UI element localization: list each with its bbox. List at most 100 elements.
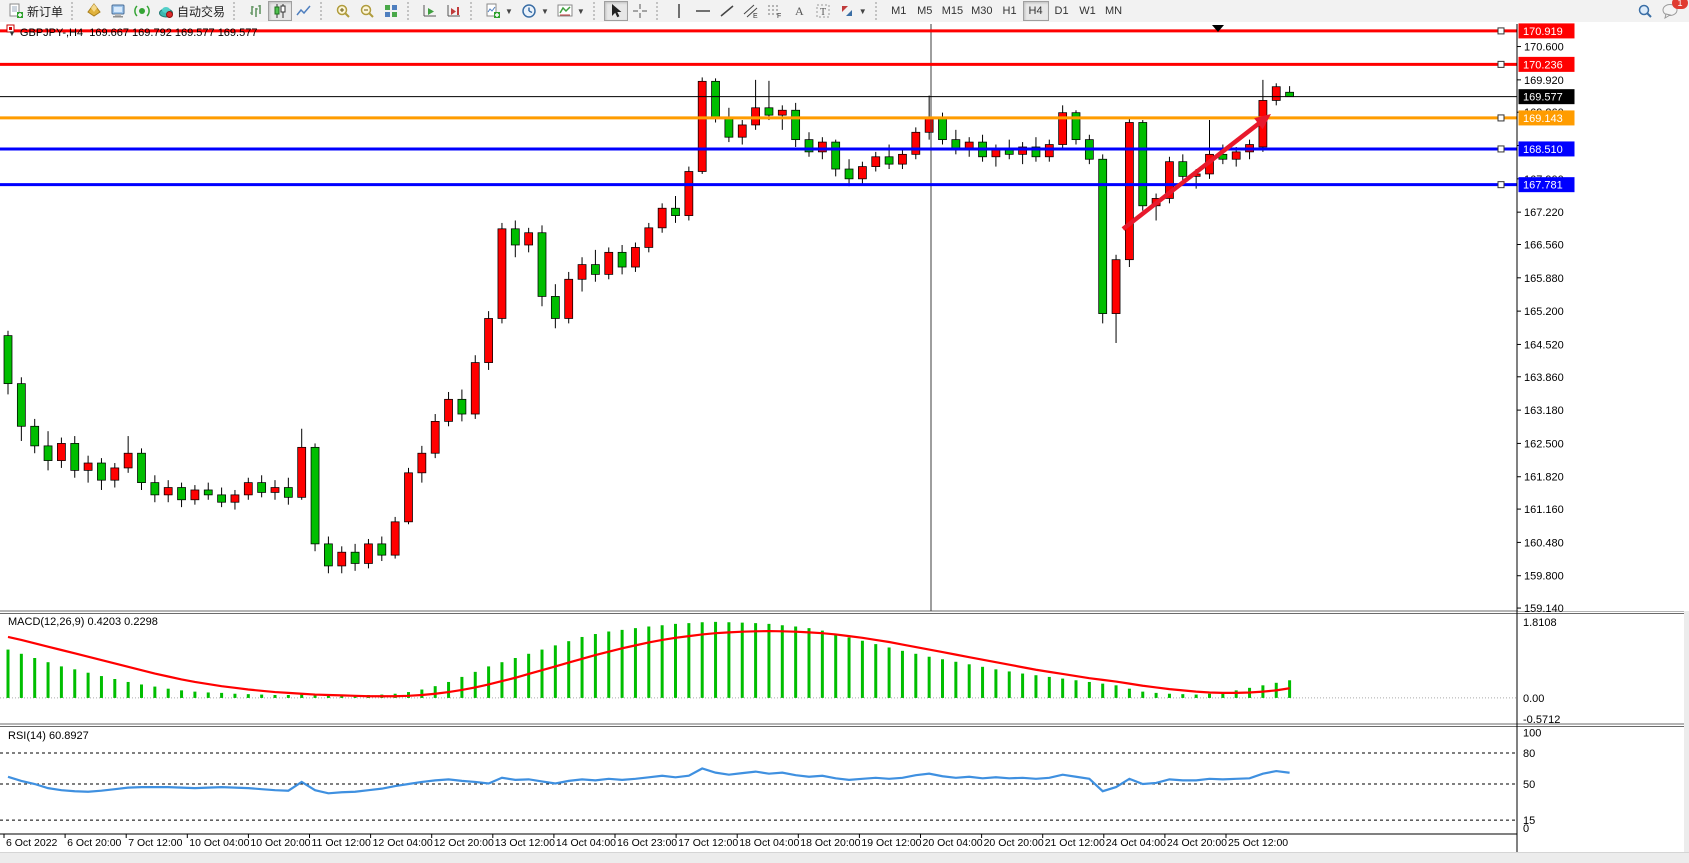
candle-body[interactable] <box>97 462 106 481</box>
candle-body[interactable] <box>390 521 400 556</box>
candle-body[interactable] <box>991 149 1001 158</box>
candle-body[interactable] <box>697 80 707 172</box>
candle-body[interactable] <box>938 117 947 141</box>
candle-body[interactable] <box>1125 122 1134 261</box>
arrows-dropdown-button[interactable]: ▼ <box>835 1 871 21</box>
hline-handle[interactable] <box>1497 181 1505 189</box>
panel-separator[interactable] <box>0 610 1684 614</box>
candle-body[interactable] <box>631 247 640 268</box>
candle-body[interactable] <box>217 494 226 503</box>
candle-body[interactable] <box>858 166 867 180</box>
candle-body[interactable] <box>1231 151 1241 160</box>
candle-body[interactable] <box>297 446 307 498</box>
auto-scroll-button[interactable] <box>418 1 442 21</box>
equidistant-channel-button[interactable]: E <box>739 1 763 21</box>
timeframe-button-m15[interactable]: M15 <box>938 1 967 21</box>
candle-body[interactable] <box>711 80 720 118</box>
timeframe-button-w1[interactable]: W1 <box>1075 1 1101 21</box>
candle-body[interactable] <box>203 489 213 496</box>
candle-body[interactable] <box>177 487 186 501</box>
candle-body[interactable] <box>444 398 453 422</box>
candle-body[interactable] <box>257 482 267 493</box>
candle-body[interactable] <box>591 264 600 275</box>
candle-body[interactable] <box>270 487 280 493</box>
candle-body[interactable] <box>57 443 66 461</box>
candle-body[interactable] <box>657 207 667 229</box>
candle-body[interactable] <box>791 109 801 141</box>
chart-menu-triangle-icon[interactable]: ▼ <box>8 29 16 38</box>
candle-body[interactable] <box>457 398 467 415</box>
panel-separator[interactable] <box>0 723 1684 727</box>
candle-body[interactable] <box>1285 91 1294 98</box>
candle-body[interactable] <box>310 446 320 545</box>
new-order-button[interactable]: 新订单 <box>4 1 67 21</box>
candle-body[interactable] <box>898 153 907 165</box>
new-chart-dropdown-button[interactable]: ▼ <box>481 1 517 21</box>
timeframe-button-mn[interactable]: MN <box>1101 1 1127 21</box>
text-button[interactable]: A <box>787 1 811 21</box>
candle-body[interactable] <box>404 472 413 523</box>
candle-body[interactable] <box>377 543 387 556</box>
price-axis[interactable]: 170.600169.920169.260168.580167.900167.2… <box>1516 22 1689 852</box>
candle-body[interactable] <box>644 227 654 248</box>
candle-body[interactable] <box>1018 146 1027 155</box>
timeframe-button-m30[interactable]: M30 <box>967 1 996 21</box>
timeframe-button-m1[interactable]: M1 <box>886 1 912 21</box>
text-label-button[interactable]: T <box>811 1 835 21</box>
candle-body[interactable] <box>804 139 814 153</box>
hline-handle[interactable] <box>1497 145 1505 153</box>
candle-body[interactable] <box>1044 144 1054 158</box>
candle-body[interactable] <box>137 452 146 483</box>
autotrading-button[interactable]: 自动交易 <box>154 1 229 21</box>
candle-body[interactable] <box>364 543 373 564</box>
candle-body[interactable] <box>230 494 240 503</box>
rsi-panel[interactable] <box>0 752 1517 835</box>
candle-body[interactable] <box>1271 86 1281 101</box>
timeframe-button-m5[interactable]: M5 <box>912 1 938 21</box>
candle-body[interactable] <box>3 335 13 385</box>
templates-dropdown-button[interactable]: ▼ <box>553 1 589 21</box>
candle-body[interactable] <box>777 109 787 116</box>
candle-body[interactable] <box>110 467 120 481</box>
candle-body[interactable] <box>1098 158 1108 314</box>
candle-body[interactable] <box>911 131 921 155</box>
candle-body[interactable] <box>510 228 520 246</box>
timeframe-button-h1[interactable]: H1 <box>997 1 1023 21</box>
candle-body[interactable] <box>283 487 293 498</box>
trendline-button[interactable] <box>715 1 739 21</box>
candle-body[interactable] <box>150 482 160 496</box>
candle-body[interactable] <box>831 141 841 170</box>
candle-body[interactable] <box>83 462 93 471</box>
candle-body[interactable] <box>684 171 694 216</box>
market-watch-button[interactable] <box>106 1 130 21</box>
candles-layer[interactable] <box>3 77 1294 574</box>
candle-body[interactable] <box>737 124 747 138</box>
macd-panel[interactable] <box>0 621 1517 699</box>
chart-line-button[interactable] <box>292 1 316 21</box>
periods-dropdown-button[interactable]: ▼ <box>517 1 553 21</box>
candle-body[interactable] <box>817 141 827 153</box>
chart-candles-button[interactable] <box>268 1 293 21</box>
vertical-line-button[interactable] <box>667 1 691 21</box>
candle-body[interactable] <box>337 551 347 567</box>
candle-body[interactable] <box>671 207 680 216</box>
candle-body[interactable] <box>564 278 574 319</box>
chart-shift-button[interactable] <box>442 1 466 21</box>
horizontal-line-button[interactable] <box>691 1 715 21</box>
candle-body[interactable] <box>751 107 760 126</box>
candle-body[interactable] <box>604 251 614 275</box>
candle-body[interactable] <box>1165 161 1174 199</box>
candle-body[interactable] <box>884 156 894 165</box>
candle-body[interactable] <box>324 543 333 567</box>
candle-body[interactable] <box>30 425 40 447</box>
candle-body[interactable] <box>1111 259 1121 314</box>
time-axis[interactable]: 6 Oct 2022 6 Oct 20:00 7 Oct 12:00 10 Oct 0… <box>3 834 1288 849</box>
candle-body[interactable] <box>1138 122 1148 207</box>
hline-handle[interactable] <box>1497 27 1505 35</box>
mql-button[interactable] <box>82 1 106 21</box>
candle-body[interactable] <box>871 156 881 167</box>
candle-body[interactable] <box>1178 161 1188 177</box>
zoom-in-button[interactable] <box>331 1 355 21</box>
search-button[interactable] <box>1633 1 1657 21</box>
candle-body[interactable] <box>924 117 934 133</box>
